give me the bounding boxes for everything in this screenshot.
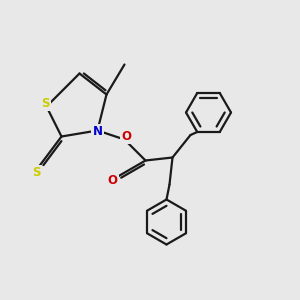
- Text: S: S: [32, 166, 40, 179]
- Text: S: S: [41, 97, 49, 110]
- Text: N: N: [92, 125, 103, 139]
- Text: O: O: [107, 173, 118, 187]
- Text: O: O: [121, 130, 131, 143]
